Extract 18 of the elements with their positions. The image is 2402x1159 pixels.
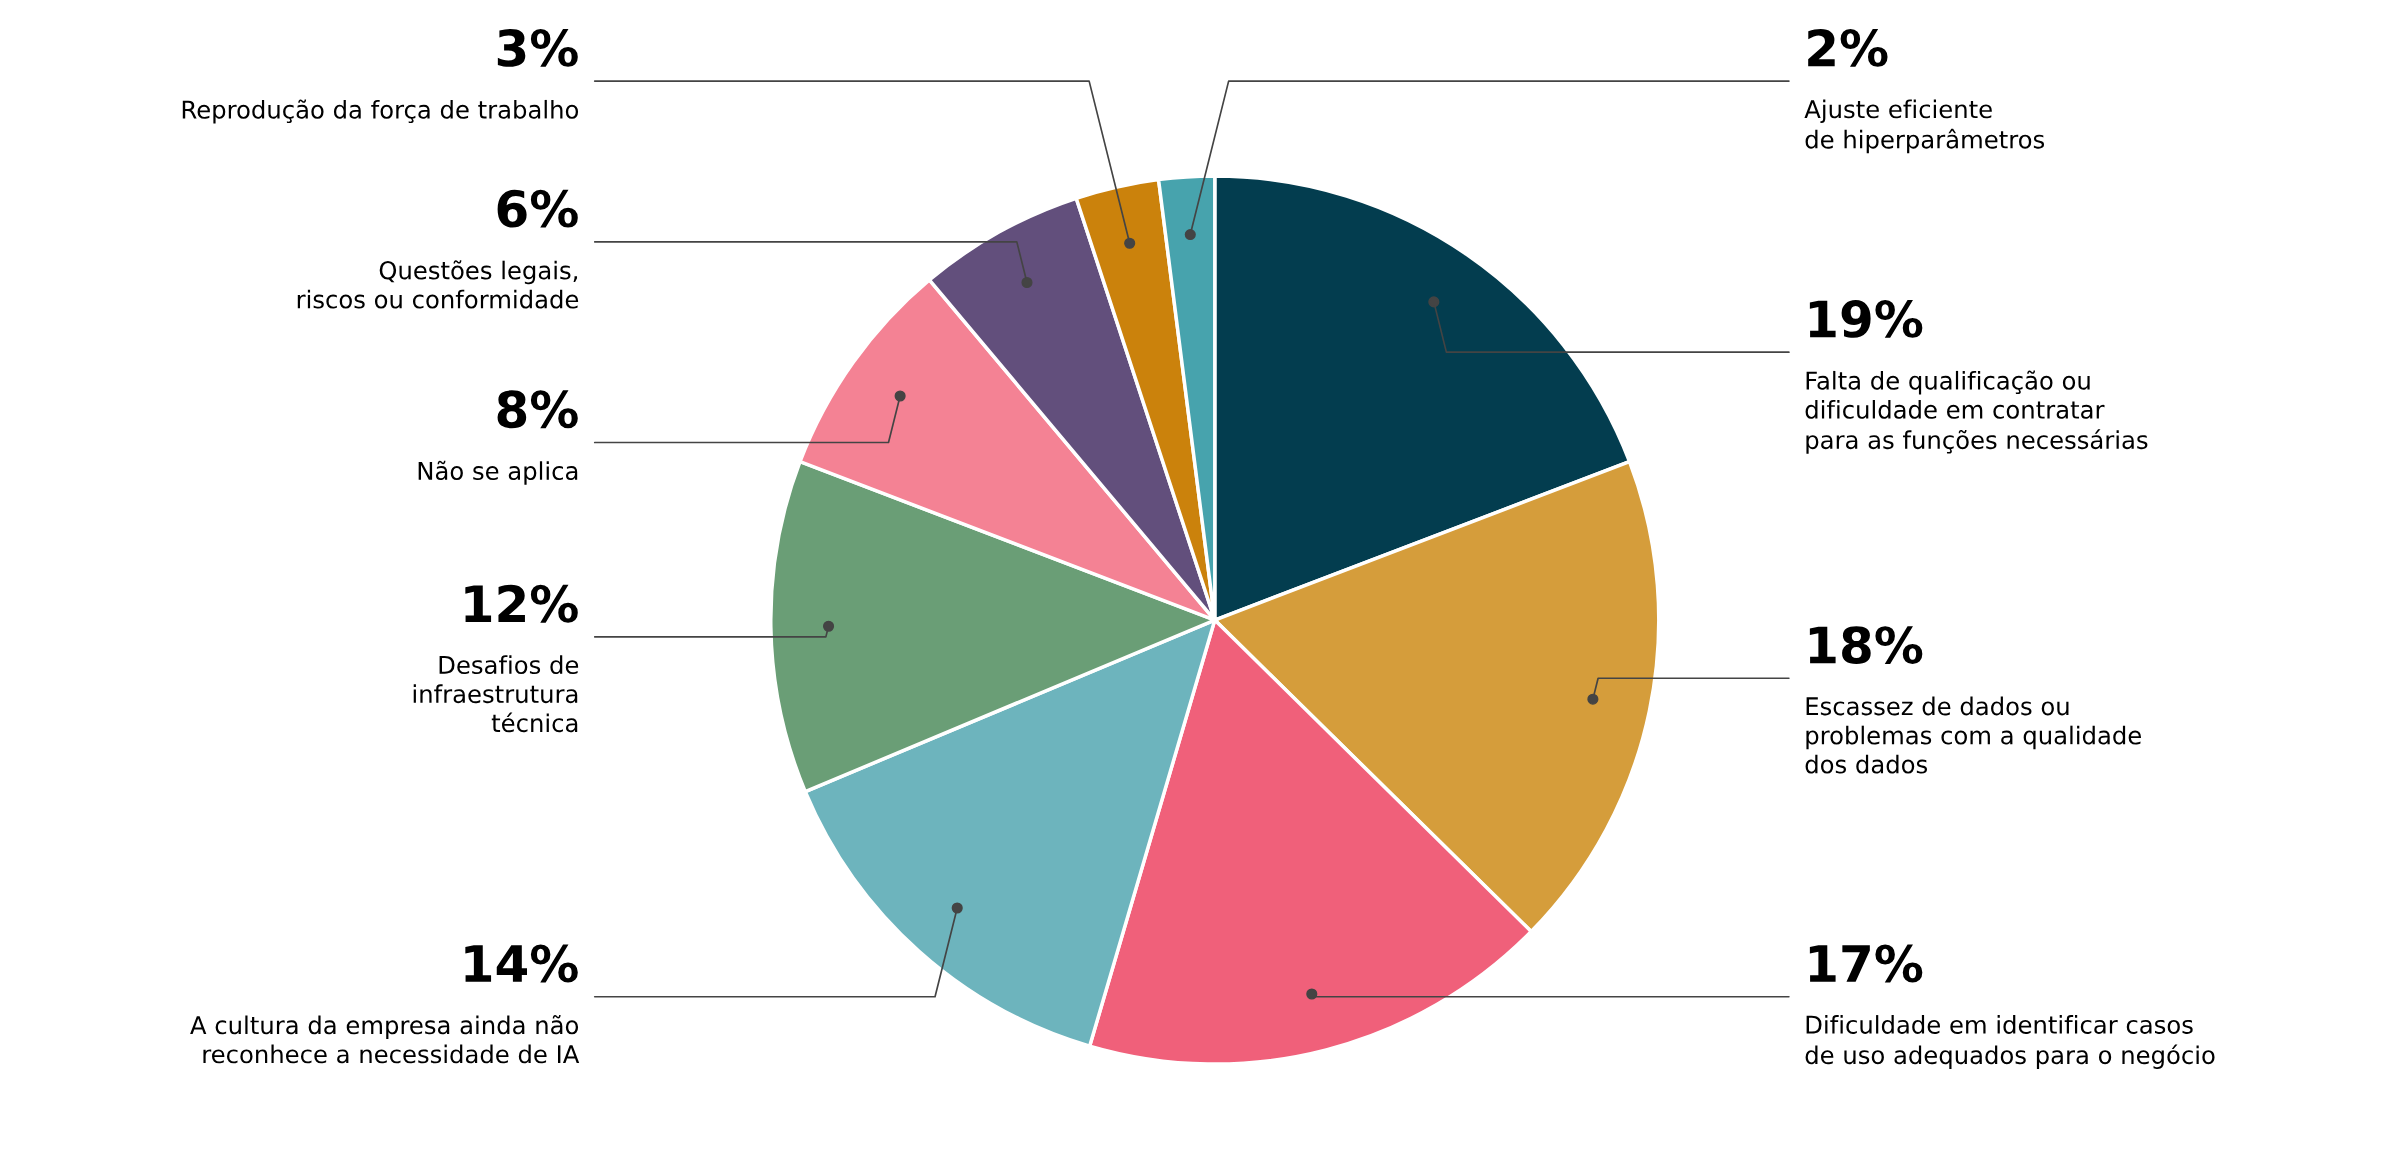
data-label: 12%	[465, 584, 578, 623]
data-label: 19%	[1809, 300, 1923, 338]
slice-label: Não se aplica	[418, 460, 578, 485]
slice-label: Ajuste eficiente de hiperparâmetros	[1804, 99, 2045, 154]
data-label: 17%	[1809, 944, 1923, 983]
slice-label: A cultura da empresa ainda não reconhece a necessidade de IA	[190, 1015, 580, 1064]
slice-label: Escassez de dados ou problemas com a qualidade dos dados	[1805, 696, 2141, 774]
slice-label: Reprodução da força de trabalho	[182, 99, 579, 124]
data-label: 18%	[1809, 626, 1923, 664]
data-label: 6%	[497, 189, 578, 228]
data-label: 2%	[1808, 29, 1888, 67]
slice-label: Dificuldade em identificar casos de uso adequados para o negócio	[1805, 1015, 2215, 1069]
data-label: 3%	[497, 29, 578, 67]
data-label: 8%	[497, 390, 578, 429]
slice-label: Falta de qualificação ou dificuldade em contratar para as funções necessárias	[1805, 370, 2148, 454]
slice-label: Desafios de infraestrutura técnica	[413, 655, 579, 733]
slice-label: Questões legais, riscos ou conformidade	[297, 260, 579, 309]
data-label: 14%	[465, 944, 578, 983]
